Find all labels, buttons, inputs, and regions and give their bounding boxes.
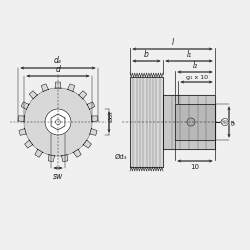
Polygon shape (41, 84, 49, 92)
Polygon shape (35, 149, 43, 157)
Polygon shape (67, 84, 75, 92)
Text: dₐ: dₐ (54, 56, 62, 65)
Circle shape (187, 118, 195, 126)
Text: l₁: l₁ (186, 50, 192, 59)
Polygon shape (92, 116, 98, 122)
Polygon shape (24, 140, 33, 148)
Circle shape (45, 109, 71, 135)
Circle shape (56, 120, 60, 124)
Circle shape (24, 88, 92, 156)
Text: 10: 10 (190, 164, 200, 170)
Text: l: l (172, 38, 173, 47)
Text: b: b (144, 50, 149, 59)
Polygon shape (51, 114, 65, 130)
Text: Ød₃: Ød₃ (114, 154, 127, 160)
Text: Ød₃: Ød₃ (108, 110, 114, 122)
Polygon shape (87, 102, 95, 110)
Polygon shape (55, 82, 61, 88)
Text: sw: sw (53, 172, 63, 181)
Polygon shape (163, 95, 215, 149)
Polygon shape (73, 149, 81, 157)
Polygon shape (130, 77, 163, 167)
Text: g₁ x 10: g₁ x 10 (186, 76, 208, 80)
Polygon shape (48, 155, 55, 162)
Polygon shape (83, 140, 92, 148)
Text: l₂: l₂ (192, 61, 198, 70)
Polygon shape (19, 128, 26, 135)
Polygon shape (61, 155, 68, 162)
Polygon shape (18, 116, 25, 122)
Text: d: d (56, 64, 60, 74)
Polygon shape (78, 91, 87, 99)
Text: g₂: g₂ (231, 119, 236, 125)
Ellipse shape (221, 118, 229, 126)
Polygon shape (29, 91, 38, 99)
Polygon shape (90, 128, 97, 135)
Polygon shape (21, 102, 29, 110)
Polygon shape (175, 104, 215, 140)
